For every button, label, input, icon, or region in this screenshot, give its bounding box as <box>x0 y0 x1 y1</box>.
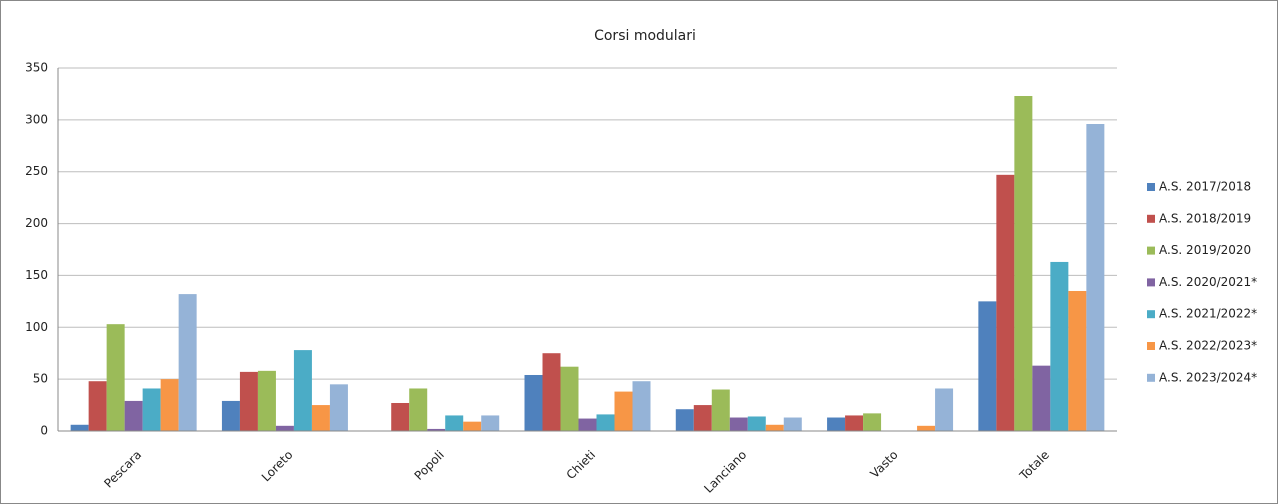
bar <box>88 381 107 431</box>
bar <box>978 301 997 431</box>
bar <box>996 174 1015 431</box>
legend-swatch <box>1147 183 1155 191</box>
bar <box>257 370 276 431</box>
bar <box>329 384 348 431</box>
legend-swatch <box>1147 373 1155 382</box>
bar <box>142 388 161 431</box>
bar <box>427 428 446 431</box>
bar <box>596 414 615 431</box>
bar <box>221 400 240 431</box>
bar <box>293 350 312 431</box>
y-tick-label: 350 <box>25 61 48 75</box>
bar <box>693 405 712 431</box>
bar <box>239 371 258 431</box>
y-tick-label: 300 <box>25 112 48 126</box>
y-tick-label: 150 <box>25 268 48 282</box>
bar <box>70 424 89 431</box>
legend-swatch <box>1147 214 1155 223</box>
bar <box>783 417 802 431</box>
bar <box>729 417 748 431</box>
bar <box>1014 96 1033 431</box>
bar <box>275 425 294 431</box>
bar <box>675 409 694 431</box>
bar <box>124 400 143 431</box>
bar <box>747 416 766 431</box>
bar <box>524 374 543 431</box>
bar <box>560 366 579 431</box>
bar <box>614 391 633 431</box>
bar <box>106 324 125 431</box>
bar <box>311 405 330 431</box>
legend-label: A.S. 2017/2018 <box>1159 180 1251 194</box>
bar <box>765 424 784 431</box>
bar <box>409 388 428 431</box>
bar <box>481 415 500 431</box>
bar <box>845 415 864 431</box>
y-tick-label: 100 <box>25 320 48 334</box>
bar <box>711 389 730 431</box>
legend-swatch <box>1147 310 1155 319</box>
bar <box>542 353 561 431</box>
bar <box>463 421 482 431</box>
bar <box>827 417 846 431</box>
bar <box>160 379 179 431</box>
bar <box>1086 124 1105 432</box>
bar <box>1050 261 1069 431</box>
y-tick-label: 50 <box>33 372 48 386</box>
bar <box>1032 365 1051 431</box>
legend-label: A.S. 2023/2024* <box>1159 370 1257 384</box>
bar <box>445 415 464 431</box>
bar <box>935 388 954 431</box>
legend-swatch <box>1147 342 1155 350</box>
y-tick-label: 200 <box>25 216 48 230</box>
bar <box>178 294 197 431</box>
chart-title: Corsi modulari <box>594 28 696 44</box>
bar <box>917 425 936 431</box>
legend-label: A.S. 2018/2019 <box>1159 211 1251 225</box>
legend-label: A.S. 2021/2022* <box>1159 307 1257 321</box>
bar <box>578 418 597 431</box>
bar <box>863 413 882 431</box>
y-tick-label: 250 <box>25 164 48 178</box>
bar <box>391 402 410 431</box>
bar <box>1068 290 1087 431</box>
legend-swatch <box>1147 246 1155 255</box>
legend-swatch <box>1147 278 1155 287</box>
y-tick-label: 0 <box>40 424 48 438</box>
legend-label: A.S. 2022/2023* <box>1159 339 1257 353</box>
legend-label: A.S. 2020/2021* <box>1159 275 1257 289</box>
bar <box>632 381 651 431</box>
legend-label: A.S. 2019/2020 <box>1159 243 1251 257</box>
